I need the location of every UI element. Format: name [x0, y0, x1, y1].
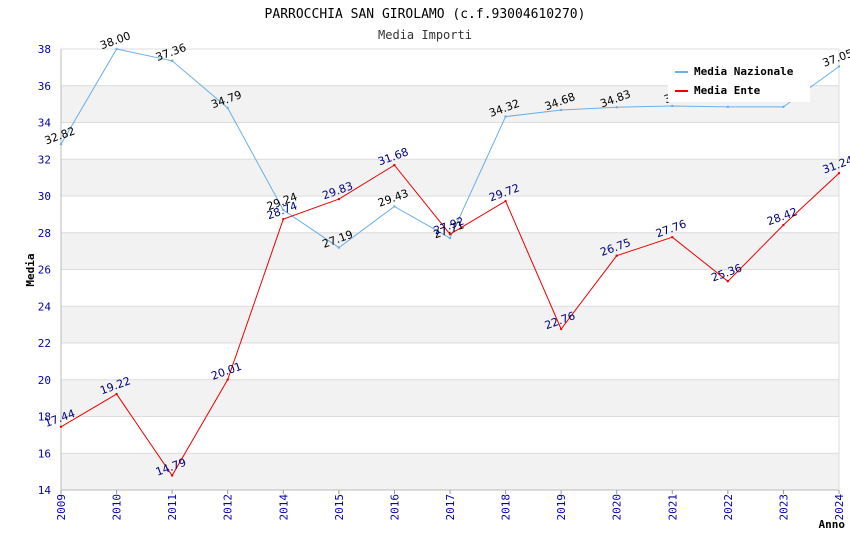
y-tick-label: 24	[38, 300, 52, 313]
x-tick-label: 2021	[666, 494, 679, 521]
data-point	[671, 235, 674, 239]
x-tick-label: 2020	[611, 494, 624, 521]
background-band	[61, 453, 839, 490]
y-tick-label: 18	[38, 411, 51, 424]
data-point	[782, 105, 785, 109]
data-point	[671, 104, 674, 108]
data-point	[504, 115, 507, 118]
x-tick-label: 2010	[111, 494, 124, 521]
data-point	[59, 142, 63, 146]
background-band	[61, 379, 839, 417]
data-point	[837, 172, 841, 175]
data-point	[226, 106, 229, 110]
grid-lines	[61, 48, 839, 491]
data-point	[393, 205, 396, 208]
y-tick-labels: 14 16 18 20 22 24 26 28 30 32 34 36 38	[38, 43, 52, 497]
background-band	[61, 159, 839, 196]
background-bands	[61, 85, 839, 490]
y-tick-label: 38	[38, 43, 51, 56]
x-tick-label: 2011	[166, 494, 179, 521]
data-point	[282, 217, 285, 221]
data-point	[115, 392, 118, 396]
x-tick-label: 2023	[777, 494, 790, 521]
x-tick-label: 2018	[500, 494, 513, 521]
y-tick-label: 36	[38, 80, 51, 93]
x-tick-label: 2009	[55, 494, 68, 521]
chart-subtitle: Media Importi	[378, 28, 472, 42]
x-tick-label: 2012	[222, 494, 235, 521]
x-tick-label: 2024	[833, 494, 846, 521]
legend-box	[668, 60, 810, 102]
x-tick-label: 2022	[722, 494, 735, 521]
y-tick-label: 30	[38, 190, 51, 203]
data-point	[282, 208, 285, 212]
data-point	[615, 254, 618, 257]
y-tick-label: 22	[38, 337, 51, 350]
x-tick-label: 2016	[388, 494, 401, 521]
background-band	[61, 306, 839, 343]
chart-title: PARROCCHIA SAN GIROLAMO (c.f.93004610270…	[265, 7, 586, 22]
series-lines	[59, 47, 841, 477]
x-tick-labels: 2009 2010 2011 2012 2014 2015 2016 2017 2018 2019…	[55, 494, 846, 521]
data-point	[726, 280, 730, 283]
y-tick-label: 34	[38, 117, 52, 130]
data-point	[615, 106, 618, 109]
x-tick-label: 2019	[555, 494, 568, 521]
data-point	[59, 425, 63, 428]
legend: Media Nazionale Media Ente	[668, 60, 810, 102]
y-tick-label: 14	[38, 484, 52, 497]
data-point	[115, 47, 118, 51]
y-tick-label: 26	[38, 264, 51, 277]
data-point	[559, 327, 563, 331]
data-point	[170, 59, 174, 62]
data-point	[559, 108, 563, 112]
y-tick-label: 32	[38, 153, 51, 166]
x-tick-label: 2015	[333, 494, 346, 521]
data-point	[226, 378, 229, 381]
data-point	[782, 223, 785, 227]
data-point	[837, 65, 841, 68]
data-point	[170, 474, 174, 477]
data-point	[393, 163, 396, 167]
y-tick-label: 20	[38, 374, 51, 387]
data-point	[448, 233, 452, 236]
legend-entry-media-ente: Media Ente	[694, 84, 761, 97]
data-point	[726, 105, 730, 109]
y-tick-label: 16	[38, 447, 51, 460]
x-tick-label: 2014	[277, 494, 290, 521]
data-point	[448, 236, 452, 240]
x-tick-label: 2017	[444, 494, 457, 521]
y-tick-label: 28	[38, 227, 51, 240]
legend-entry-media-nazionale: Media Nazionale	[694, 65, 794, 78]
data-point	[504, 199, 507, 203]
axes	[60, 49, 840, 494]
data-label: 28.42	[765, 205, 799, 228]
y-axis-label: Media	[24, 253, 37, 286]
data-point	[337, 197, 341, 201]
x-axis-label: Anno	[819, 518, 846, 531]
data-point	[337, 246, 341, 249]
data-label: 37.05	[821, 47, 850, 70]
